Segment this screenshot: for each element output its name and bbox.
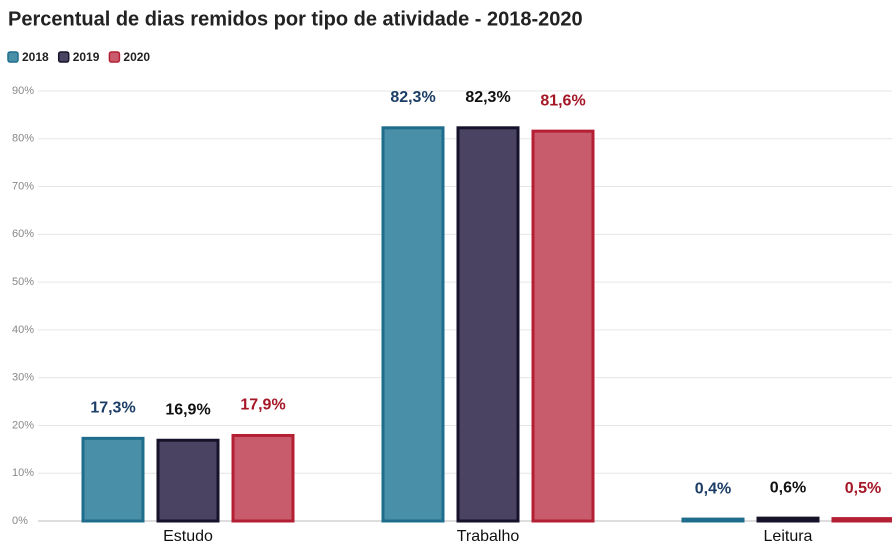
y-tick-label: 20% (12, 419, 34, 431)
bar (681, 517, 745, 523)
bar (456, 126, 520, 523)
legend-label: 2020 (123, 50, 150, 64)
legend-swatch (108, 51, 121, 63)
value-label: 17,9% (240, 397, 285, 414)
bar (81, 436, 145, 523)
bar (156, 438, 220, 523)
legend-label: 2018 (22, 50, 49, 64)
value-label: 0,6% (770, 479, 806, 496)
bar (231, 433, 295, 523)
y-tick-label: 10% (12, 467, 34, 479)
value-label: 0,5% (845, 480, 881, 497)
y-tick-label: 90% (12, 85, 34, 97)
y-tick-label: 50% (12, 276, 34, 288)
chart-title: Percentual de dias remidos por tipo de a… (8, 8, 583, 30)
x-tick-label: Estudo (163, 528, 213, 545)
value-label: 82,3% (465, 89, 510, 106)
x-tick-label: Trabalho (457, 528, 520, 545)
legend-swatch (57, 51, 70, 63)
y-tick-label: 60% (12, 228, 34, 240)
bar (531, 129, 595, 523)
legend-swatch (7, 51, 19, 63)
y-tick-label: 70% (12, 180, 34, 192)
value-label: 17,3% (90, 400, 135, 417)
y-tick-label: 30% (12, 372, 34, 384)
bar (831, 517, 892, 523)
y-tick-label: 40% (12, 324, 34, 336)
legend-label: 2019 (73, 50, 100, 64)
x-tick-label: Leitura (764, 528, 813, 545)
value-label: 0,4% (695, 480, 731, 497)
value-label: 82,3% (390, 89, 435, 106)
y-tick-label: 0% (12, 515, 28, 527)
value-label: 81,6% (540, 92, 585, 109)
bar (756, 516, 820, 523)
y-tick-label: 80% (12, 133, 34, 145)
bar (381, 126, 445, 523)
value-label: 16,9% (165, 401, 210, 418)
